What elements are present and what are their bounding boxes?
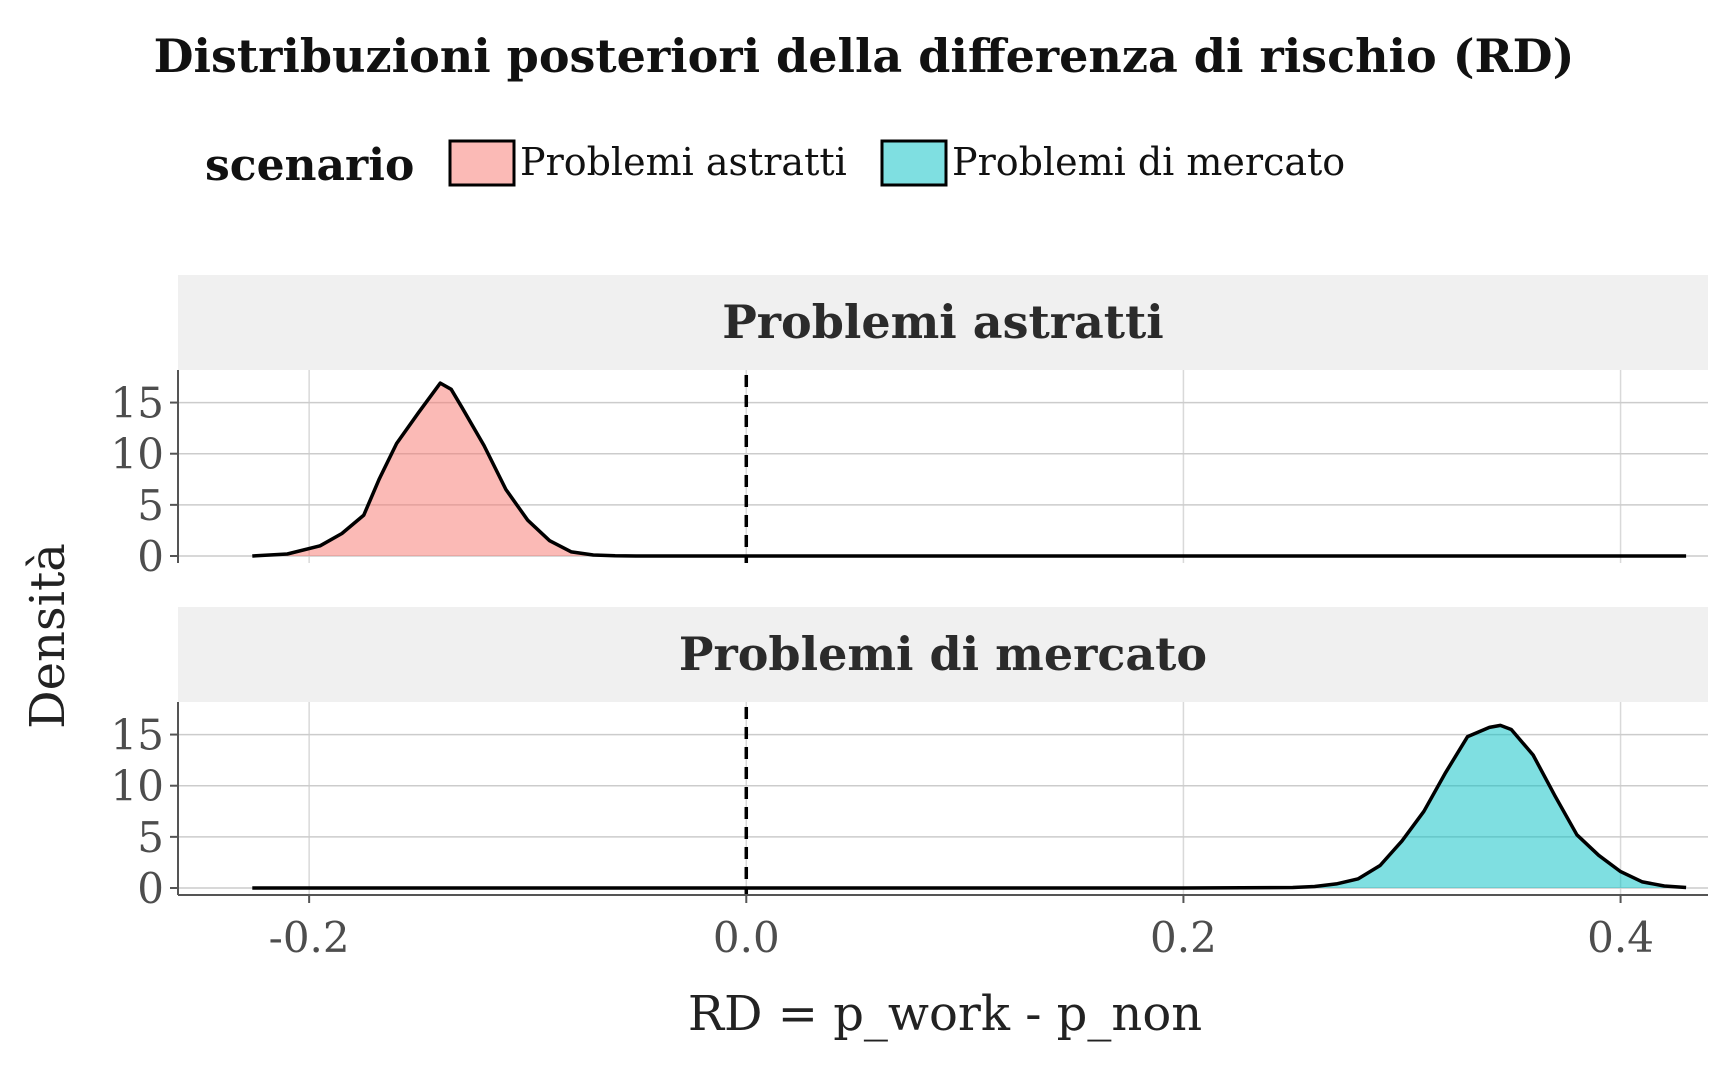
legend-key-problemi-astratti xyxy=(448,139,516,187)
facet-strip xyxy=(178,607,1708,702)
legend-label-problemi-astratti: Problemi astratti xyxy=(520,140,847,184)
density-line xyxy=(252,723,1687,890)
legend: scenario Problemi astratti Problemi di m… xyxy=(205,139,1345,191)
facet-strip xyxy=(178,275,1708,370)
x-tick-label: -0.2 xyxy=(269,913,350,962)
y-tick-label: 5 xyxy=(137,481,164,530)
legend-key-problemi-di-mercato xyxy=(880,139,948,187)
facet-strip-label: Problemi di mercato xyxy=(679,627,1207,681)
x-tick-label: 0.4 xyxy=(1587,913,1654,962)
x-tick-label: 0.0 xyxy=(713,913,780,962)
density-area xyxy=(252,725,1687,888)
x-axis-label: RD = p_work - p_non xyxy=(688,986,1202,1042)
y-tick-label: 15 xyxy=(111,379,164,428)
legend-label-problemi-di-mercato: Problemi di mercato xyxy=(952,140,1345,184)
y-tick-label: 15 xyxy=(111,711,164,760)
y-tick-label: 0 xyxy=(137,532,164,581)
y-tick-label: 10 xyxy=(111,430,164,479)
x-axis: -0.2 0.0 0.2 0.4 xyxy=(178,894,1708,962)
y-tick-label: 10 xyxy=(111,762,164,811)
density-area xyxy=(252,383,1687,556)
density-line xyxy=(252,381,1687,558)
x-tick-label: 0.2 xyxy=(1150,913,1217,962)
facet-strip-label: Problemi astratti xyxy=(722,295,1164,349)
legend-title: scenario xyxy=(205,140,414,191)
chart-title: Distribuzioni posteriori della differenz… xyxy=(154,29,1575,83)
y-tick-label: 5 xyxy=(137,813,164,862)
y-tick-label: 0 xyxy=(137,864,164,913)
y-axis-label: Densità xyxy=(20,543,76,729)
